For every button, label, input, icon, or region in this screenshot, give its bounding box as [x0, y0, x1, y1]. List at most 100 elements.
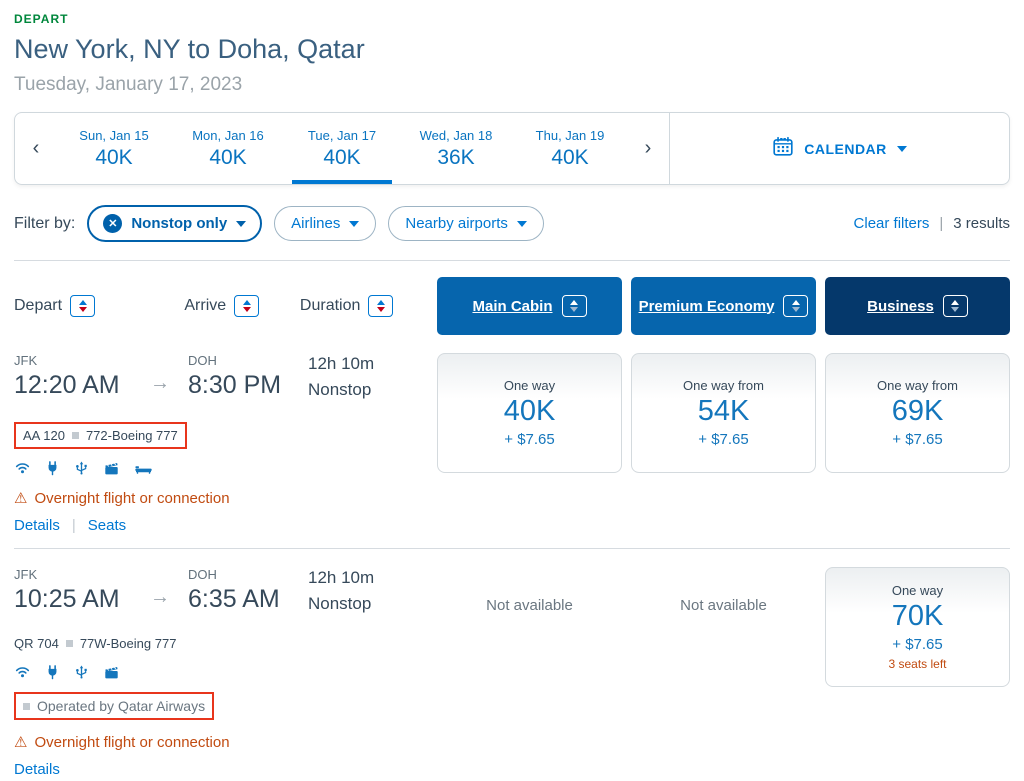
- flight-times: JFK 10:25 AM → DOH 6:35 AM 12h 10m Nonst…: [14, 567, 432, 614]
- fare-price: 40K: [503, 395, 556, 427]
- sort-duration[interactable]: Duration: [300, 295, 437, 317]
- filter-chip-airlines[interactable]: Airlines: [274, 206, 377, 241]
- clear-filters-link[interactable]: Clear filters: [853, 215, 930, 232]
- date-item-jan17-selected[interactable]: Tue, Jan 17 40K: [285, 113, 399, 184]
- details-link[interactable]: Details: [14, 761, 60, 778]
- square-separator-icon: [65, 640, 73, 647]
- seats-left-badge: 3 seats left: [888, 657, 947, 671]
- cabin-header-main-cabin[interactable]: Main Cabin: [437, 277, 622, 335]
- flight-number-aircraft-annotated: AA 120 772-Boeing 777: [14, 422, 187, 449]
- flight-stops: Nonstop: [308, 380, 372, 399]
- flight-number: QR 704: [14, 636, 59, 651]
- fare-card-business[interactable]: One way from 69K + $7.65: [825, 353, 1010, 473]
- fare-label: One way: [891, 583, 944, 598]
- sort-arrive[interactable]: Arrive: [184, 295, 300, 317]
- page-date: Tuesday, January 17, 2023: [14, 74, 243, 95]
- cabin-header-premium-economy[interactable]: Premium Economy: [631, 277, 816, 335]
- flight-row-aa120: JFK 12:20 AM → DOH 8:30 PM 12h 10m Nonst…: [14, 335, 1010, 534]
- date-item-jan18[interactable]: Wed, Jan 18 36K: [399, 113, 513, 184]
- amenity-icons: [14, 460, 432, 476]
- premium-economy-label: Premium Economy: [638, 297, 775, 315]
- amenity-icons: [14, 664, 432, 680]
- operated-by-annotated: Operated by Qatar Airways: [14, 692, 215, 720]
- flight-number: AA 120: [23, 428, 65, 443]
- results-count: 3 results: [953, 215, 1010, 232]
- sort-updown-icon[interactable]: [942, 295, 968, 317]
- flight-times: JFK 12:20 AM → DOH 8:30 PM 12h 10m Nonst…: [14, 353, 432, 400]
- date-item-jan15[interactable]: Sun, Jan 15 40K: [57, 113, 171, 184]
- x-circle-icon[interactable]: ✕: [103, 214, 123, 233]
- cabin-header-business[interactable]: Business: [825, 277, 1010, 335]
- arrow-right-icon: →: [150, 586, 170, 608]
- flight-stops: Nonstop: [308, 594, 372, 613]
- fare-price: 69K: [891, 395, 944, 427]
- fare-not-available-main-cabin: Not available: [486, 597, 573, 614]
- flight-row-qr704: JFK 10:25 AM → DOH 6:35 AM 12h 10m Nonst…: [14, 549, 1010, 778]
- aircraft-type: 772-Boeing 777: [85, 428, 178, 443]
- main-cabin-label: Main Cabin: [472, 297, 553, 315]
- fare-card-main-cabin[interactable]: One way 40K + $7.65: [437, 353, 622, 473]
- filter-chip-nonstop-only[interactable]: ✕ Nonstop only: [87, 205, 263, 242]
- fare-card-premium-economy[interactable]: One way from 54K + $7.65: [631, 353, 816, 473]
- entertainment-icon: [103, 664, 120, 680]
- page-title: New York, NY to Doha, Qatar: [14, 34, 365, 64]
- fare-card-business[interactable]: One way 70K + $7.65 3 seats left: [825, 567, 1010, 687]
- power-icon: [45, 664, 60, 680]
- usb-icon: [74, 460, 89, 476]
- date-label: Tue, Jan 17: [307, 127, 377, 143]
- date-price: 40K: [323, 145, 361, 169]
- chip-label: Nonstop only: [131, 215, 228, 232]
- flight-duration: 12h 10m: [308, 354, 375, 373]
- fare-fee: + $7.65: [698, 431, 749, 448]
- warning-triangle-icon: ⚠: [14, 490, 28, 507]
- origin-code: JFK: [14, 567, 38, 582]
- depart-time: 10:25 AM: [14, 585, 120, 613]
- square-separator-icon: [23, 702, 30, 710]
- fare-fee: + $7.65: [892, 431, 943, 448]
- sort-updown-icon[interactable]: [368, 295, 394, 317]
- chevron-right-icon[interactable]: ›: [627, 113, 669, 184]
- calendar-button[interactable]: CALENDAR: [669, 113, 1009, 184]
- sort-updown-icon[interactable]: [561, 295, 587, 317]
- calendar-icon: [772, 135, 794, 162]
- date-label: Mon, Jan 16: [192, 127, 264, 143]
- sort-updown-icon[interactable]: [234, 295, 260, 317]
- arrow-right-icon: →: [150, 372, 170, 394]
- filter-bar: Filter by: ✕ Nonstop only Airlines Nearb…: [14, 205, 1010, 261]
- fare-price: 70K: [891, 600, 944, 632]
- seats-link[interactable]: Seats: [87, 517, 127, 534]
- calendar-label: CALENDAR: [804, 140, 887, 157]
- lie-flat-seat-icon: [134, 460, 153, 476]
- filter-chip-nearby-airports[interactable]: Nearby airports: [388, 206, 544, 241]
- arrive-time: 8:30 PM: [188, 371, 282, 399]
- chevron-left-icon[interactable]: ‹: [15, 113, 57, 184]
- date-item-jan16[interactable]: Mon, Jan 16 40K: [171, 113, 285, 184]
- chip-label: Nearby airports: [405, 215, 508, 232]
- fare-label: One way: [503, 378, 556, 393]
- date-price: 40K: [95, 145, 133, 169]
- overnight-warning: ⚠ Overnight flight or connection: [14, 733, 432, 752]
- wifi-icon: [14, 664, 31, 680]
- date-price: 40K: [551, 145, 589, 169]
- details-link[interactable]: Details: [14, 517, 60, 534]
- warning-text: Overnight flight or connection: [34, 733, 230, 751]
- sort-updown-icon[interactable]: [783, 295, 809, 317]
- fare-price: 54K: [697, 395, 750, 427]
- row-divider: [14, 548, 1010, 549]
- filter-by-label: Filter by:: [14, 214, 76, 232]
- date-price: 36K: [437, 145, 475, 169]
- entertainment-icon: [103, 460, 120, 476]
- fare-fee: + $7.65: [892, 636, 943, 653]
- fare-label: One way from: [683, 378, 764, 393]
- date-label: Wed, Jan 18: [419, 127, 493, 143]
- business-label: Business: [867, 297, 934, 315]
- sort-updown-icon[interactable]: [70, 295, 96, 317]
- sort-depart[interactable]: Depart: [14, 295, 184, 317]
- power-icon: [45, 460, 60, 476]
- date-item-jan19[interactable]: Thu, Jan 19 40K: [513, 113, 627, 184]
- operated-by-text: Operated by Qatar Airways: [37, 698, 206, 714]
- fare-label: One way from: [877, 378, 958, 393]
- overnight-warning: ⚠ Overnight flight or connection: [14, 489, 432, 508]
- destination-code: DOH: [188, 353, 217, 368]
